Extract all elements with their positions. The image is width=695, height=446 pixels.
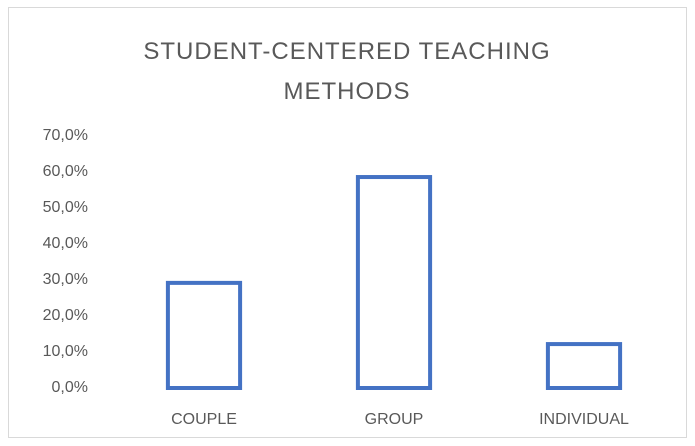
x-tick-label: GROUP — [365, 411, 424, 428]
chart-title: STUDENT-CENTERED TEACHING METHODS — [143, 38, 551, 105]
bar — [355, 175, 433, 390]
x-tick-label: INDIVIDUAL — [539, 411, 629, 428]
bar — [165, 280, 243, 391]
y-tick-label: 0,0% — [52, 379, 88, 396]
y-tick-label: 50,0% — [43, 199, 88, 216]
x-tick-label: COUPLE — [171, 411, 237, 428]
y-tick-label: 70,0% — [43, 127, 88, 144]
y-tick-label: 10,0% — [43, 343, 88, 360]
y-tick-label: 30,0% — [43, 271, 88, 288]
bar — [545, 342, 623, 390]
y-tick-label: 40,0% — [43, 235, 88, 252]
y-tick-label: 20,0% — [43, 307, 88, 324]
y-tick-label: 60,0% — [43, 163, 88, 180]
